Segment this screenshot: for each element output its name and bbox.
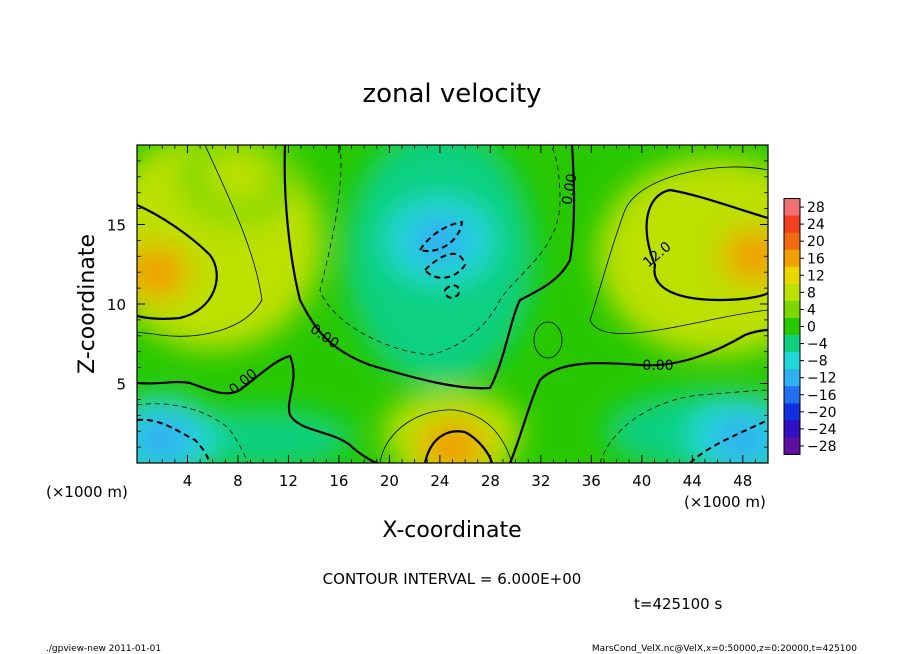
colorbar-label: 16 bbox=[807, 251, 825, 267]
colorbar-swatch bbox=[784, 249, 800, 268]
thin-contour-neg6-bottom-right bbox=[599, 389, 768, 463]
colorbar-swatch bbox=[784, 403, 800, 421]
colorbar-label: −16 bbox=[807, 388, 837, 404]
footer-left-text: ./gpview-new 2011-01-01 bbox=[46, 644, 161, 654]
colorbar-label: −20 bbox=[807, 405, 837, 421]
dashed-contour-lowleft bbox=[137, 418, 211, 463]
field-feature-core bbox=[419, 420, 486, 463]
field-feature-core bbox=[722, 229, 768, 284]
x-tick-label: 48 bbox=[733, 472, 752, 490]
x-axis: 4 8 12 16 20 24 28 32 36 40 44 48 bbox=[149, 145, 756, 490]
thin-contour-6-right bbox=[589, 166, 768, 334]
x-tick-label: 8 bbox=[233, 472, 243, 490]
colorbar-label: −12 bbox=[807, 371, 837, 387]
x-axis-label: X-coordinate bbox=[382, 518, 521, 543]
dashed-contour-min-2 bbox=[423, 252, 467, 279]
field-shading bbox=[137, 145, 768, 463]
x-tick-label: 28 bbox=[481, 472, 500, 490]
colorbar-label: 4 bbox=[807, 302, 816, 318]
y-tick-label: 15 bbox=[107, 217, 126, 235]
contour-12-right bbox=[645, 188, 768, 302]
x-tick-label: 40 bbox=[632, 472, 651, 490]
colorbar-swatch bbox=[784, 352, 800, 370]
colorbar-swatch bbox=[784, 335, 800, 353]
field-feature-core bbox=[409, 215, 471, 266]
x-tick-label: 44 bbox=[683, 472, 702, 490]
y-axis-label: Z-coordinate bbox=[75, 234, 100, 374]
x-tick-label: 20 bbox=[380, 472, 399, 490]
contour-label: 0.00 bbox=[642, 358, 673, 374]
chart-title: zonal velocity bbox=[362, 79, 541, 109]
x-tick-label: 16 bbox=[329, 472, 348, 490]
colorbar-swatch bbox=[784, 300, 800, 319]
colorbar-label: 8 bbox=[807, 285, 816, 301]
colorbar-swatch bbox=[784, 437, 800, 455]
contour-label: 0.00 bbox=[559, 173, 580, 206]
colorbar-swatch bbox=[784, 369, 800, 387]
colorbar-label: 24 bbox=[807, 217, 825, 233]
zero-contour-lower bbox=[137, 354, 379, 463]
colorbar-label: −4 bbox=[807, 337, 828, 353]
field-feature-core bbox=[137, 414, 193, 463]
colorbar-label: 28 bbox=[807, 200, 825, 216]
colorbar-label: −28 bbox=[807, 439, 837, 455]
dashed-contour-min-3 bbox=[443, 284, 460, 299]
thin-contour-6-bottom bbox=[379, 409, 513, 463]
y-axis: 5 10 15 bbox=[107, 160, 768, 448]
colorbar-label: −24 bbox=[807, 422, 837, 438]
colorbar-swatch bbox=[784, 386, 800, 404]
colorbar-swatch bbox=[784, 198, 800, 217]
contour-12-bottom bbox=[423, 430, 494, 463]
field-feature-core bbox=[137, 245, 189, 300]
small-contour-32 bbox=[533, 321, 563, 359]
x-tick-label: 36 bbox=[582, 472, 601, 490]
x-unit-label-right: (×1000 m) bbox=[684, 493, 766, 511]
contour-lines bbox=[137, 145, 768, 463]
time-text: t=425100 s bbox=[634, 595, 722, 613]
colorbar-swatch bbox=[784, 317, 800, 336]
y-tick-label: 5 bbox=[116, 376, 126, 394]
footer-right-text: MarsCond_VelX.nc@VelX,x=0:50000,z=0:2000… bbox=[592, 644, 857, 654]
colorbar-label: 12 bbox=[807, 268, 825, 284]
contour-12-left bbox=[137, 203, 218, 320]
contour-interval-text: CONTOUR INTERVAL = 6.000E+00 bbox=[323, 570, 582, 588]
thin-contour-neg6 bbox=[319, 145, 561, 356]
colorbar-swatch bbox=[784, 420, 800, 438]
x-tick-label: 24 bbox=[430, 472, 449, 490]
colorbar-label: 0 bbox=[807, 320, 816, 336]
thin-contour-neg6-bottom-left bbox=[137, 403, 249, 463]
zero-contour-right bbox=[508, 328, 768, 463]
x-tick-label: 4 bbox=[183, 472, 193, 490]
thin-contour-6-left bbox=[137, 145, 263, 337]
field-blob bbox=[597, 156, 768, 357]
x-unit-label-left: (×1000 m) bbox=[46, 483, 128, 501]
dashed-contour-min bbox=[418, 220, 464, 252]
zero-contour-left bbox=[283, 145, 576, 390]
x-tick-label: 12 bbox=[279, 472, 298, 490]
colorbar-label: 20 bbox=[807, 234, 825, 250]
field-feature-core bbox=[204, 149, 271, 204]
y-tick-label: 10 bbox=[107, 296, 126, 314]
colorbar-swatch bbox=[784, 266, 800, 285]
plot-area: 0.00 0.00 0.00 0.00 12.0 bbox=[137, 145, 768, 463]
colorbar-label: −8 bbox=[807, 354, 828, 370]
colorbar-swatch bbox=[784, 283, 800, 302]
colorbar-swatch bbox=[784, 215, 800, 234]
field-blob bbox=[173, 409, 354, 463]
colorbar-swatch bbox=[784, 232, 800, 251]
x-tick-label: 32 bbox=[531, 472, 550, 490]
